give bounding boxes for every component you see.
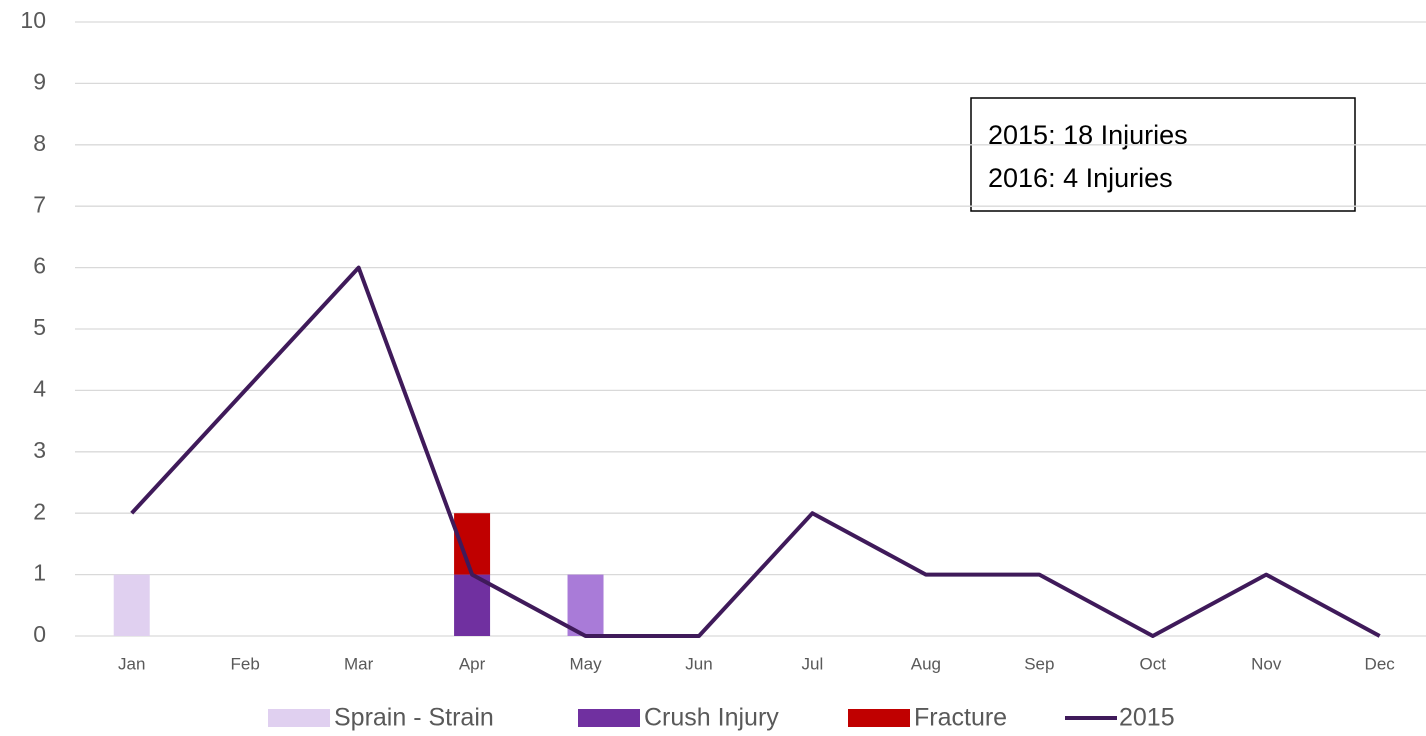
y-tick-label: 6	[33, 253, 46, 279]
bar	[113, 574, 150, 636]
legend-label: Sprain - Strain	[334, 704, 494, 732]
y-tick-label: 10	[20, 7, 46, 33]
y-tick-label: 9	[33, 68, 46, 94]
x-tick-label: Jan	[118, 654, 145, 673]
x-tick-label: Dec	[1365, 654, 1396, 673]
legend-label: 2015	[1119, 704, 1175, 732]
legend-swatch	[848, 709, 910, 727]
line	[130, 265, 1381, 638]
legend-label: Fracture	[914, 704, 1007, 732]
y-tick-label: 5	[33, 314, 46, 340]
y-tick-label: 0	[33, 621, 46, 647]
y-tick-label: 7	[33, 191, 46, 217]
x-tick-label: Apr	[459, 654, 486, 673]
annotation: 2015: 18 Injuries	[988, 120, 1188, 150]
y-tick-label: 2	[33, 498, 46, 524]
y-tick-label: 4	[33, 375, 46, 401]
legend-swatch	[578, 709, 640, 727]
bar	[567, 574, 604, 636]
x-tick-label: Mar	[344, 654, 374, 673]
x-tick-label: May	[569, 654, 602, 673]
x-tick-label: Nov	[1251, 654, 1282, 673]
x-tick-label: Feb	[231, 654, 260, 673]
y-tick-label: 1	[33, 560, 46, 586]
annotation: 2016: 4 Injuries	[988, 163, 1173, 193]
bar	[454, 574, 491, 636]
x-tick-label: Aug	[911, 654, 941, 673]
x-tick-label: Sep	[1024, 654, 1054, 673]
annotation-box	[970, 97, 1356, 212]
legend-swatch	[268, 709, 330, 727]
y-tick-label: 8	[33, 130, 46, 156]
x-tick-label: Jun	[685, 654, 712, 673]
x-tick-label: Oct	[1140, 654, 1167, 673]
y-tick-label: 3	[33, 437, 46, 463]
x-tick-label: Jul	[802, 654, 824, 673]
legend-label: Crush Injury	[644, 704, 779, 732]
